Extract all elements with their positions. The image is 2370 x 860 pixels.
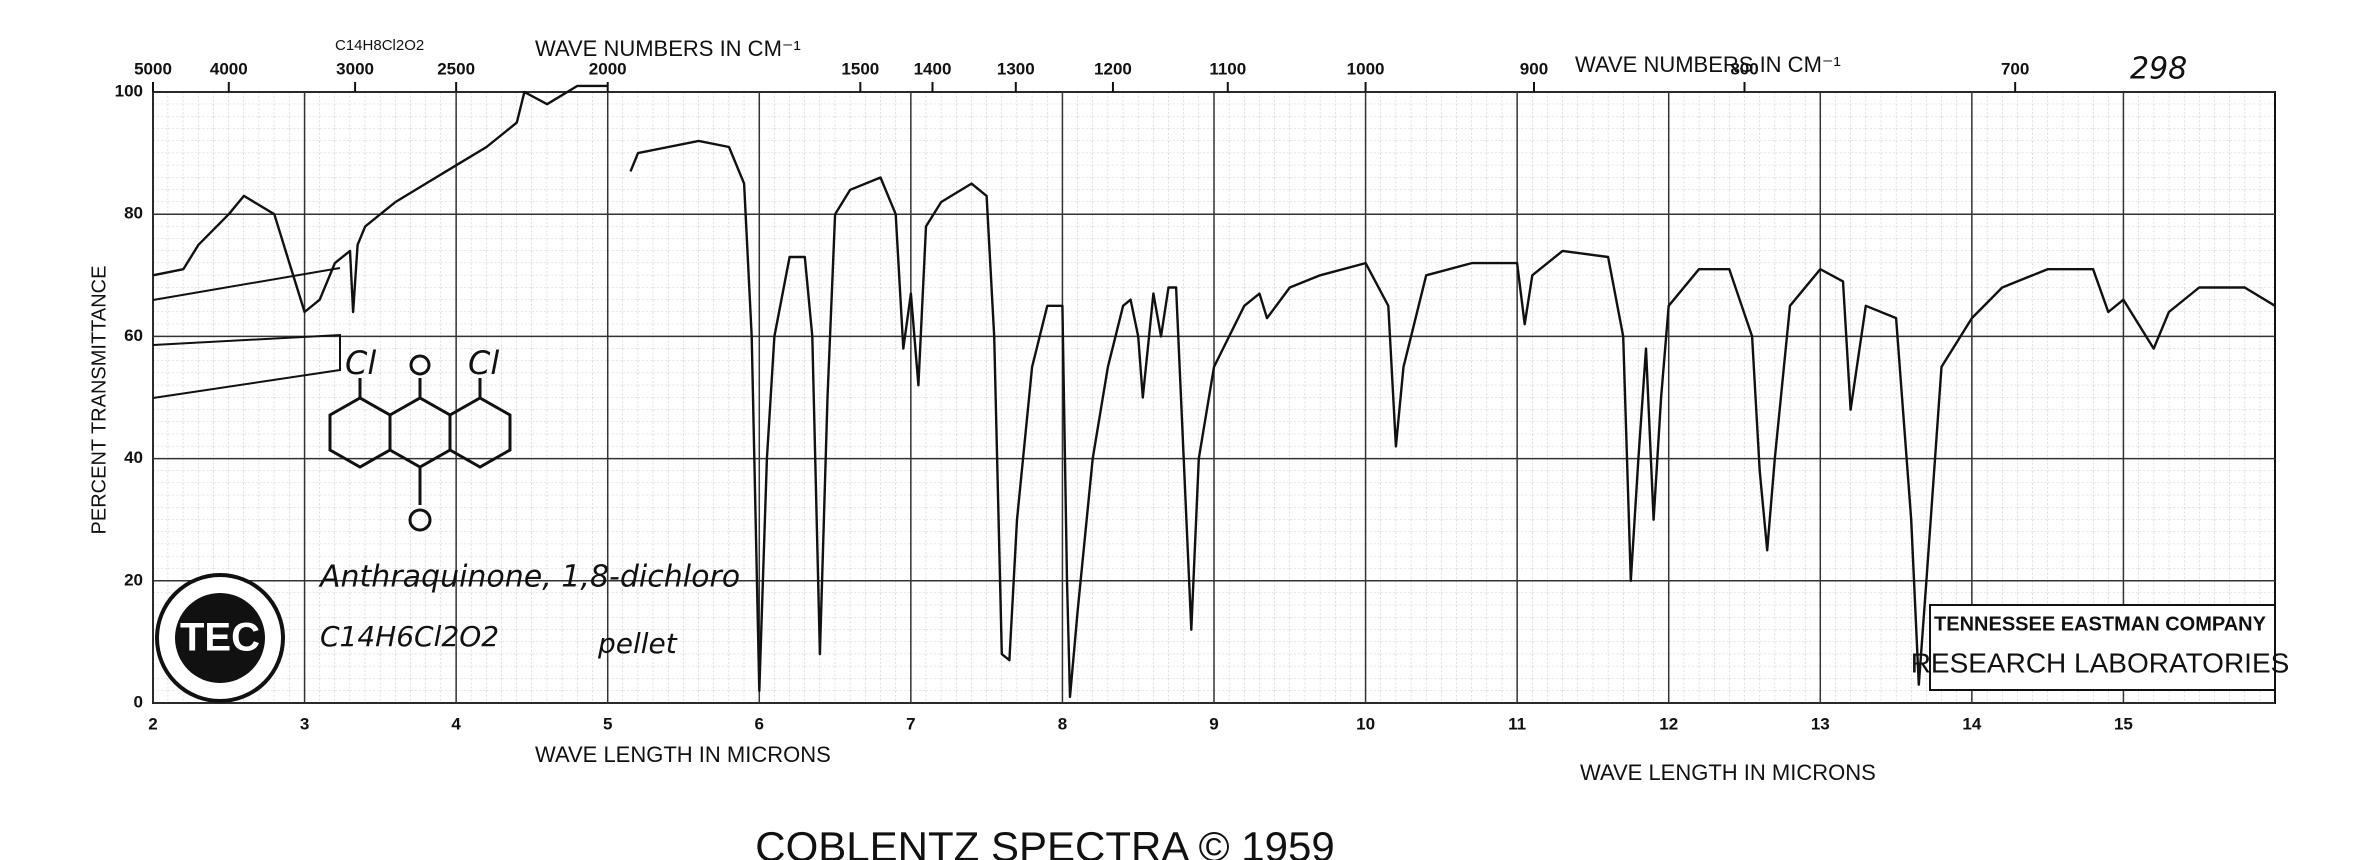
top-tick-label: 1000	[1347, 59, 1385, 78]
x-tick-label: 13	[1811, 714, 1830, 733]
top-tick-label: 2000	[589, 59, 627, 78]
spectrum-line	[152, 84, 2276, 699]
svg-text:TEC: TEC	[180, 616, 260, 660]
x-tick-label: 11	[1508, 714, 1526, 733]
structure	[328, 354, 512, 532]
top-tick-label: 3000	[336, 59, 374, 78]
x-axis-label: WAVE LENGTH IN MICRONS	[535, 742, 831, 767]
x-tick-label: 7	[906, 714, 915, 733]
top-tick-label: 1500	[841, 59, 879, 78]
y-tick-label: 60	[124, 326, 143, 345]
top-axis-label: WAVE NUMBERS IN CM⁻¹	[535, 36, 801, 61]
top-tick-label: 5000	[134, 59, 172, 78]
x-tick-label: 6	[755, 714, 764, 733]
top-tick-label: 700	[2001, 59, 2029, 78]
baseline-lines	[152, 267, 341, 399]
top-tick-label: 1100	[1209, 59, 1246, 78]
company: TENNESSEE EASTMAN COMPANY	[1934, 613, 2267, 635]
cl-label: Cl	[468, 344, 499, 382]
catalog-number: 298	[2130, 52, 2187, 87]
sample-type: pellet	[597, 627, 678, 660]
x-tick-label: 2	[148, 714, 157, 733]
top-tick-label: 4000	[210, 59, 248, 78]
top-tick-label: 800	[1730, 59, 1758, 78]
laboratory: RESEARCH LABORATORIES	[1911, 647, 2290, 678]
footer: COBLENTZ SPECTRA © 1959	[755, 823, 1334, 860]
top-tick-label: 2500	[437, 59, 475, 78]
x-tick-label: 4	[451, 714, 461, 733]
top-tick-label: 1400	[914, 59, 952, 78]
cl-label: Cl	[345, 344, 376, 382]
compound-name: Anthraquinone, 1,8-dichloro	[318, 560, 740, 595]
x-tick-label: 5	[603, 714, 612, 733]
x-tick-label: 14	[1962, 714, 1981, 733]
x-axis-label: WAVE LENGTH IN MICRONS	[1580, 760, 1876, 785]
formula-header: C14H8Cl2O2	[335, 37, 424, 54]
x-tick-label: 12	[1659, 714, 1678, 733]
company-box	[1929, 604, 2276, 691]
x-tick-label: 15	[2114, 714, 2133, 733]
top-tick-label: 1300	[997, 59, 1035, 78]
formula: C14H6Cl2O2	[320, 620, 499, 653]
x-tick-label: 3	[300, 714, 309, 733]
top-axis-label: WAVE NUMBERS IN CM⁻¹	[1575, 52, 1841, 77]
x-tick-label: 10	[1356, 714, 1375, 733]
y-tick-label: 40	[124, 448, 143, 467]
top-tick-label: 900	[1520, 59, 1548, 78]
y-tick-label: 0	[134, 692, 143, 711]
y-axis-label: PERCENT TRANSMITTANCE	[88, 266, 110, 535]
y-tick-label: 100	[115, 81, 143, 100]
y-tick-label: 80	[124, 204, 143, 223]
top-tick-label: 1200	[1094, 59, 1132, 78]
x-tick-label: 9	[1209, 714, 1218, 733]
logo: TEC	[155, 573, 285, 703]
x-tick-label: 8	[1058, 714, 1067, 733]
y-tick-label: 20	[124, 570, 143, 589]
